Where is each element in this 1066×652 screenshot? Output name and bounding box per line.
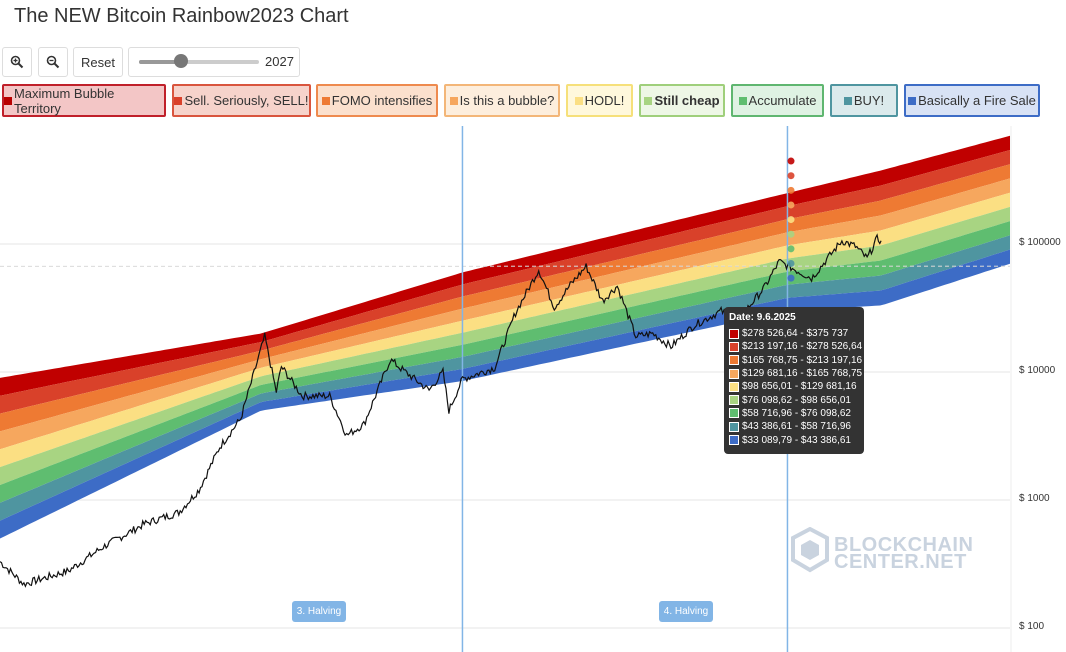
tooltip-swatch xyxy=(729,435,739,446)
year-slider[interactable]: 2027 xyxy=(128,47,300,77)
tooltip-range: $33 089,79 - $43 386,61 xyxy=(742,434,851,446)
zoom-out-button[interactable] xyxy=(38,47,68,77)
legend-swatch xyxy=(908,96,917,105)
zoom-in-button[interactable] xyxy=(2,47,32,77)
legend-swatch xyxy=(174,96,183,105)
tooltip-range: $278 526,64 - $375 737 xyxy=(742,328,849,340)
legend-label: Basically a Fire Sale xyxy=(918,93,1036,108)
rainbow-chart[interactable] xyxy=(0,126,1066,652)
hover-dot xyxy=(787,172,795,180)
legend-still-cheap[interactable]: Still cheap xyxy=(639,84,725,117)
tooltip-swatch xyxy=(729,368,739,379)
tooltip-row: $278 526,64 - $375 737 xyxy=(729,327,859,340)
reset-button[interactable]: Reset xyxy=(73,47,123,77)
tooltip-row: $129 681,16 - $165 768,75 xyxy=(729,367,863,380)
tooltip-range: $213 197,16 - $278 526,64 xyxy=(742,341,863,353)
rainbow-band xyxy=(0,135,1010,396)
tooltip-row: $33 089,79 - $43 386,61 xyxy=(729,433,859,446)
rainbow-band xyxy=(0,178,1010,450)
legend-label: Sell. Seriously, SELL! xyxy=(184,93,309,108)
legend-label: Is this a bubble? xyxy=(459,93,555,108)
logo-cube-icon xyxy=(791,527,829,573)
legend-label: Maximum Bubble Territory xyxy=(13,85,115,116)
hover-dot xyxy=(787,274,795,282)
tooltip-swatch xyxy=(729,408,739,419)
legend-swatch xyxy=(321,96,330,105)
slider-track[interactable] xyxy=(139,60,259,64)
halving-label-3: 3. Halving xyxy=(292,601,346,622)
tooltip-range: $76 098,62 - $98 656,01 xyxy=(742,394,851,406)
tooltip-range: $165 768,75 - $213 197,16 xyxy=(742,354,863,366)
rainbow-band xyxy=(0,192,1010,468)
tooltip-row: $76 098,62 - $98 656,01 xyxy=(729,393,859,406)
page-title: The NEW Bitcoin Rainbow2023 Chart xyxy=(14,5,349,27)
slider-value: 2027 xyxy=(265,54,294,69)
y-tick-label: $ 1000 xyxy=(1019,493,1050,504)
tooltip-swatch xyxy=(729,341,739,352)
tooltip-range: $58 716,96 - $76 098,62 xyxy=(742,407,851,419)
hover-dot xyxy=(787,245,795,253)
legend-label: FOMO intensifies xyxy=(331,93,433,108)
hover-dot xyxy=(787,186,795,194)
y-tick-label: $ 100 xyxy=(1019,621,1045,632)
logo-line2: CENTER.NET xyxy=(834,551,967,573)
chart-tooltip: Date: 9.6.2025 $278 526,64 - $375 737 $21… xyxy=(724,307,864,454)
tooltip-range: $98 656,01 - $129 681,16 xyxy=(742,381,857,393)
tooltip-swatch xyxy=(729,395,739,406)
legend-swatch xyxy=(644,96,653,105)
legend-swatch xyxy=(843,96,852,105)
tooltip-swatch xyxy=(729,355,739,366)
legend-swatch xyxy=(574,96,583,105)
legend-is-this-a-bubble[interactable]: Is this a bubble? xyxy=(444,84,560,117)
rainbow-band xyxy=(0,164,1010,432)
tooltip-date: Date: 9.6.2025 xyxy=(729,312,796,323)
legend-maximum-bubble-territory[interactable]: Maximum Bubble Territory xyxy=(2,84,166,117)
tooltip-row: $43 386,61 - $58 716,96 xyxy=(729,420,859,433)
rainbow-band xyxy=(0,206,1010,485)
zoom-in-icon xyxy=(10,55,24,69)
legend-swatch xyxy=(738,96,747,105)
legend-hodl[interactable]: HODL! xyxy=(566,84,633,117)
rainbow-band xyxy=(0,150,1010,414)
legend-label: Still cheap xyxy=(654,93,720,108)
halving-label-4: 4. Halving xyxy=(659,601,713,622)
hover-dot xyxy=(787,230,795,238)
tooltip-range: $129 681,16 - $165 768,75 xyxy=(742,368,863,380)
hover-dot xyxy=(787,157,795,165)
legend-label: HODL! xyxy=(584,93,625,108)
tooltip-swatch xyxy=(729,381,739,392)
legend-sell-seriously[interactable]: Sell. Seriously, SELL! xyxy=(172,84,311,117)
blockchaincenter-logo: BLOCKCHAIN CENTER.NET xyxy=(790,527,973,577)
legend-swatch xyxy=(4,96,12,105)
logo-line1: BLOCKCHAIN xyxy=(834,534,974,556)
slider-thumb[interactable] xyxy=(174,54,188,68)
hover-dot xyxy=(787,216,795,224)
legend-accumulate[interactable]: Accumulate xyxy=(731,84,824,117)
legend-label: BUY! xyxy=(853,93,885,108)
y-tick-label: $ 100000 xyxy=(1019,237,1061,248)
tooltip-row: $58 716,96 - $76 098,62 xyxy=(729,407,859,420)
legend-swatch xyxy=(449,96,458,105)
slider-fill xyxy=(139,60,181,64)
zoom-out-icon xyxy=(46,55,60,69)
legend-buy[interactable]: BUY! xyxy=(830,84,898,117)
tooltip-row: $213 197,16 - $278 526,64 xyxy=(729,340,863,353)
y-tick-label: $ 10000 xyxy=(1019,365,1056,376)
legend-fomo-intensifies[interactable]: FOMO intensifies xyxy=(316,84,438,117)
hover-dot xyxy=(787,201,795,209)
tooltip-row: $98 656,01 - $129 681,16 xyxy=(729,380,859,393)
tooltip-row: $165 768,75 - $213 197,16 xyxy=(729,354,863,367)
legend-fire-sale[interactable]: Basically a Fire Sale xyxy=(904,84,1040,117)
tooltip-swatch xyxy=(729,421,739,432)
tooltip-range: $43 386,61 - $58 716,96 xyxy=(742,421,851,433)
legend-label: Accumulate xyxy=(748,93,817,108)
tooltip-swatch xyxy=(729,328,739,339)
hover-dot xyxy=(787,259,795,267)
